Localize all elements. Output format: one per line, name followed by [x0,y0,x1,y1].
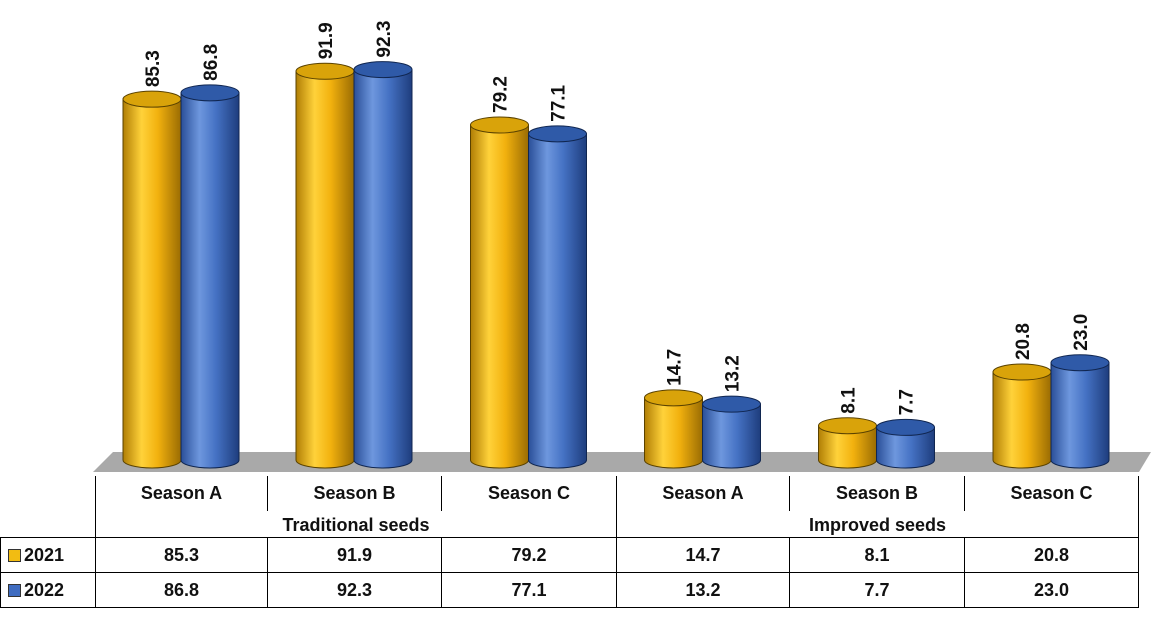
data-label: 91.9 [316,22,337,59]
data-label: 23.0 [1071,314,1092,351]
bar-body [992,371,1052,469]
chart-floor [93,452,1151,472]
bar-2021 [992,363,1052,469]
table-cell: 13.2 [616,572,790,608]
table-cell: 79.2 [441,537,617,573]
bar-top [1050,354,1110,372]
bar-2021 [818,417,877,469]
bars-layer: 85.3 86.8 91.9 92.3 79.2 77.1 14.7 13.2 8.1 7.7 20… [122,21,1110,469]
bar-body [122,98,182,469]
bar-body [295,70,355,469]
bar-2021 [470,116,529,469]
group-label: Improved seeds [616,511,1139,538]
data-label: 20.8 [1013,323,1034,360]
table-cell: 7.7 [789,572,965,608]
category-label: Season C [964,476,1139,511]
table-cell: 92.3 [267,572,442,608]
bar-body [1050,362,1110,469]
bar-2022 [353,61,413,469]
legend-item-2021: 2021 [0,537,96,573]
bar-top [295,62,355,80]
bar-top [818,417,877,435]
data-label: 85.3 [143,50,164,87]
legend-item-2022: 2022 [0,572,96,608]
legend-swatch-2021 [8,548,21,562]
bar-top [353,61,413,79]
group-label: Traditional seeds [95,511,617,538]
table-cell: 85.3 [95,537,268,573]
legend-label: 2021 [24,544,65,565]
bar-top [644,389,703,407]
bar-top [528,125,587,143]
data-label: 13.2 [723,355,744,392]
category-label: Season A [95,476,268,511]
bar-body [702,403,761,469]
bar-body [528,133,587,469]
bar-2022 [528,125,587,469]
table-cell: 23.0 [964,572,1139,608]
table-cell: 20.8 [964,537,1139,573]
table-corner [1,511,96,538]
bar-top [702,395,761,413]
data-label: 14.7 [665,349,686,386]
bar-body [470,124,529,469]
bar-top [992,363,1052,381]
data-label: 86.8 [201,44,222,81]
table-cell: 8.1 [789,537,965,573]
legend-label: 2022 [24,579,65,600]
bar-top [876,418,935,436]
bar-body [818,425,877,469]
bar-2022 [180,84,240,469]
data-label: 77.1 [549,84,570,121]
data-table: Season A Season B Season C Season A Seas… [0,476,1139,608]
bar-2022 [702,395,761,469]
data-label: 8.1 [839,387,860,414]
category-label: Season B [789,476,965,511]
data-label: 7.7 [897,389,918,415]
table-cell: 91.9 [267,537,442,573]
table-cell: 77.1 [441,572,617,608]
bar-top [180,84,240,102]
data-label: 92.3 [374,21,395,58]
bar-2022 [876,418,935,469]
category-label: Season C [441,476,617,511]
bar-2021 [122,90,182,469]
bar-top [122,90,182,108]
table-row-2021: 2021 85.3 91.9 79.2 14.7 8.1 20.8 [0,537,1139,573]
bar-2021 [295,62,355,469]
bar-body [644,397,703,469]
table-row-2022: 2022 86.8 92.3 77.1 13.2 7.7 23.0 [0,572,1139,608]
table-cell: 86.8 [95,572,268,608]
data-label: 79.2 [491,76,512,113]
table-cell: 14.7 [616,537,790,573]
bar-2022 [1050,354,1110,469]
table-corner [1,476,96,511]
category-label: Season A [616,476,790,511]
bar-body [876,426,935,469]
legend-swatch-2022 [8,583,21,597]
bar-2021 [644,389,703,469]
bar-body [353,69,413,469]
bar-body [180,92,240,469]
bar-top [470,116,529,134]
category-label: Season B [267,476,442,511]
